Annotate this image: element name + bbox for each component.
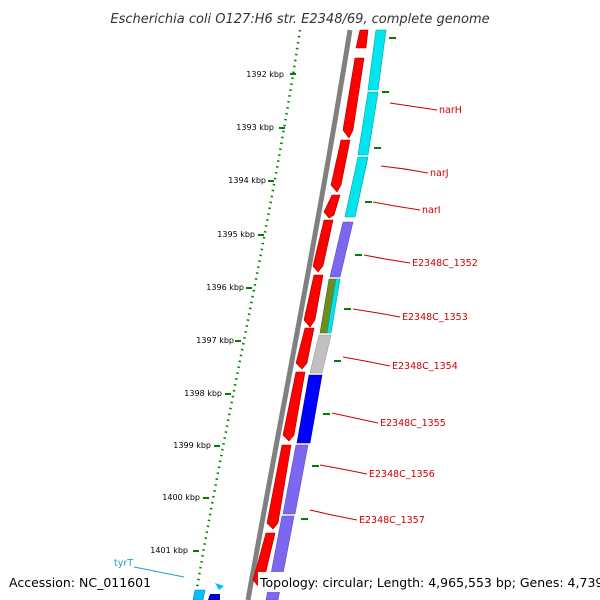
tick-label-1400: 1400 kbp: [162, 493, 200, 502]
gene-label-narI: narI: [422, 205, 441, 216]
accession-bg: [6, 572, 148, 592]
ruler-ticks: [193, 73, 296, 552]
backbone-ring: [245, 29, 353, 600]
gene-label-e2348c-1354: E2348C_1354: [392, 361, 458, 372]
narH-feature: [367, 29, 387, 91]
gene-label-narH: narH: [439, 105, 462, 116]
cds-arrow: [303, 274, 324, 328]
e2348c-1356-feature: [282, 444, 309, 515]
narJ-feature: [357, 91, 379, 156]
leader-lines: [309, 102, 438, 521]
e2348c-1352-feature: [329, 221, 354, 278]
forward-strand: [252, 29, 369, 588]
tick-label-1399: 1399 kbp: [173, 441, 211, 450]
topology-text: Topology: circular; Length: 4,965,553 bp…: [259, 575, 600, 590]
gene-label-e2348c-1353: E2348C_1353: [402, 312, 468, 323]
gene-label-e2348c-1357: E2348C_1357: [359, 515, 425, 526]
trna-feature-blue: [208, 594, 220, 600]
trna-leader: [133, 566, 185, 578]
cds-arrow: [295, 327, 315, 370]
tick-label-1395: 1395 kbp: [217, 230, 255, 239]
gene-label-e2348c-1355: E2348C_1355: [380, 418, 446, 429]
gene-label-narJ: narJ: [430, 168, 449, 179]
gene-label-e2348c-1352: E2348C_1352: [412, 258, 478, 269]
tick-label-1397: 1397 kbp: [196, 336, 234, 345]
cds-arrow: [355, 29, 369, 49]
cds-arrow: [342, 57, 365, 139]
kbp-ruler: [193, 29, 302, 600]
trna-feature-small: [215, 583, 224, 590]
trna-feature: [192, 589, 206, 600]
tick-label-1392: 1392 kbp: [246, 70, 284, 79]
gene-label-e2348c-1356: E2348C_1356: [369, 469, 435, 480]
cds-arrow: [282, 371, 306, 442]
topology-bg: [258, 572, 592, 592]
e2348c-1354-feature: [309, 334, 332, 374]
cds-arrow: [330, 139, 351, 193]
cds-arrow: [266, 444, 292, 530]
trna-label-tyrT: tyrT: [114, 558, 133, 569]
genome-title: Escherichia coli O127:H6 str. E2348/69, …: [110, 12, 489, 27]
e2348c-1353-feature-cyan: [326, 278, 341, 334]
tick-label-1394: 1394 kbp: [228, 176, 266, 185]
tick-label-1393: 1393 kbp: [236, 123, 274, 132]
tick-label-1398: 1398 kbp: [184, 389, 222, 398]
e2348c-1355-feature: [296, 374, 323, 444]
tick-label-1396: 1396 kbp: [206, 283, 244, 292]
cds-arrow: [312, 219, 334, 273]
narI-feature: [344, 156, 369, 218]
cds-arrow: [323, 194, 341, 219]
tick-label-1401: 1401 kbp: [150, 546, 188, 555]
outer-ticks: [301, 37, 396, 520]
accession-text: Accession: NC_011601: [9, 575, 151, 590]
